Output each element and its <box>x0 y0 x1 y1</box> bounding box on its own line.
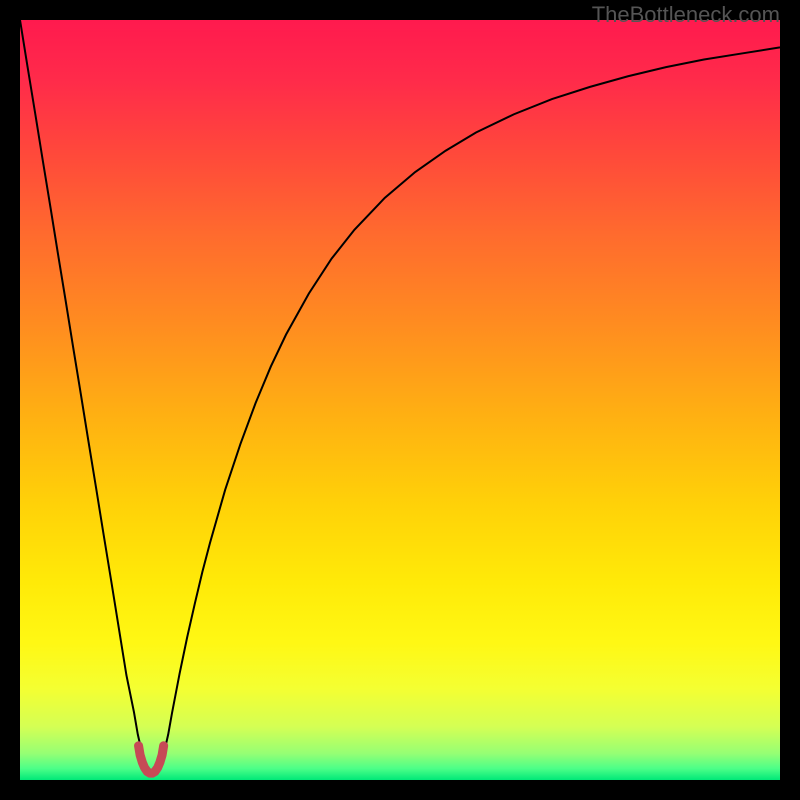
chart-background <box>20 20 780 780</box>
watermark-text: TheBottleneck.com <box>592 2 780 28</box>
chart-svg <box>20 20 780 780</box>
chart-plot-area <box>20 20 780 780</box>
